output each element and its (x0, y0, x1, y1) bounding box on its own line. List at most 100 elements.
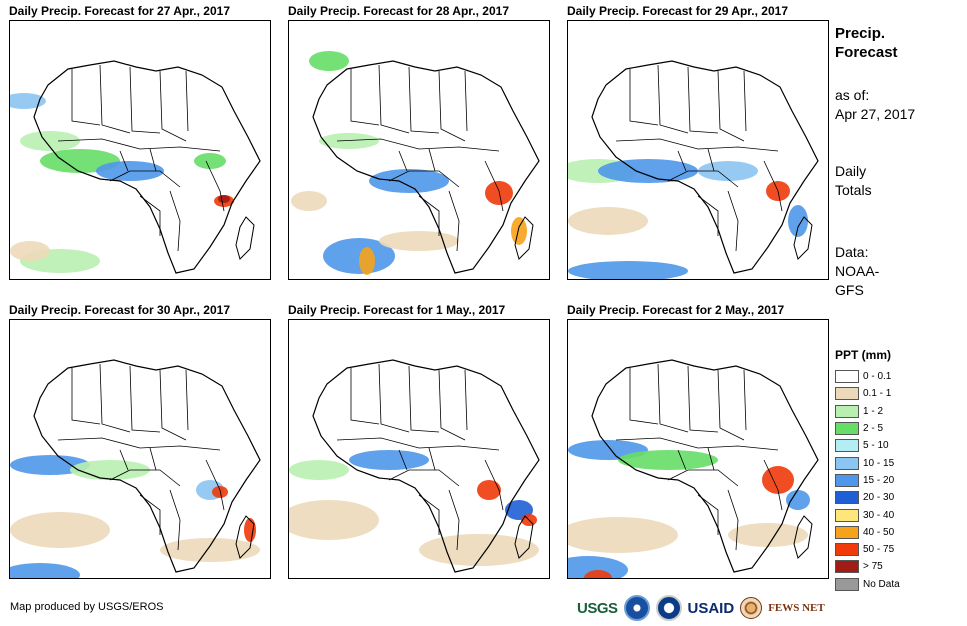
precip-area (369, 169, 449, 193)
legend-swatch (835, 422, 859, 436)
country-border (185, 70, 189, 132)
precip-map-africa (9, 319, 271, 579)
totals-line1: Daily (835, 163, 867, 179)
country-border (687, 66, 719, 134)
madagascar-outline (793, 515, 813, 559)
legend-swatch (835, 491, 859, 505)
country-border (119, 150, 129, 172)
legend-item: 10 - 15 (835, 454, 900, 471)
country-border (727, 190, 739, 252)
precip-legend: PPT (mm) 0 - 0.1 0.1 - 1 1 - 2 2 - 5 5 - 10 1… (835, 348, 900, 593)
madagascar-outline (793, 216, 813, 260)
map-panel-2: Daily Precip. Forecast for 28 Apr., 2017 (288, 4, 550, 280)
legend-item: 0.1 - 1 (835, 385, 900, 402)
country-border (159, 369, 187, 441)
country-border (205, 160, 225, 212)
legend-swatch (835, 508, 859, 522)
legend-swatch (835, 473, 859, 487)
legend-label: 5 - 10 (863, 440, 889, 452)
country-border (657, 64, 689, 134)
country-border (697, 494, 719, 535)
precip-area (323, 238, 395, 274)
country-border (717, 70, 745, 142)
as-of-label: as of: (835, 87, 870, 103)
legend-swatch (835, 560, 859, 574)
country-border (448, 489, 460, 551)
legend-item: No Data (835, 576, 900, 593)
precip-area (289, 460, 349, 480)
legend-item: 20 - 30 (835, 489, 900, 506)
legend-item: 30 - 40 (835, 506, 900, 523)
country-border (398, 150, 408, 172)
precip-area (10, 241, 50, 261)
africa-coastline (312, 60, 540, 274)
country-border (743, 369, 747, 431)
country-border (408, 66, 440, 134)
totals-line2: Totals (835, 182, 872, 198)
country-border (717, 369, 745, 441)
precip-area (618, 450, 718, 470)
madagascar-outline (514, 216, 534, 260)
precip-area (160, 538, 260, 562)
country-border (109, 170, 181, 188)
totals-block: Daily Totals (835, 162, 872, 200)
country-border (336, 437, 500, 451)
country-border (677, 150, 687, 172)
country-border (418, 195, 440, 236)
precip-area (568, 261, 688, 279)
country-border (615, 437, 779, 451)
legend-swatch (835, 370, 859, 384)
precip-area (218, 195, 230, 203)
precip-area (568, 207, 648, 235)
legend-label: 40 - 50 (863, 526, 895, 538)
country-border (71, 368, 101, 425)
madagascar-outline (514, 515, 534, 559)
legend-swatch (835, 577, 859, 591)
madagascar-outline (235, 216, 255, 260)
country-border (205, 459, 225, 511)
legend-label: 2 - 5 (863, 423, 884, 435)
legend-label: 10 - 15 (863, 457, 895, 469)
legend-item: 15 - 20 (835, 472, 900, 489)
legend-swatch (835, 543, 859, 557)
country-border (438, 369, 466, 441)
country-border (350, 69, 380, 126)
legend-title: PPT (mm) (835, 348, 892, 362)
precip-area (419, 534, 539, 566)
precip-area (10, 563, 80, 578)
map-panel-1: Daily Precip. Forecast for 27 Apr., 2017 (9, 4, 271, 280)
country-border (336, 138, 500, 152)
sidebar-title-line1: Precip. (835, 25, 886, 42)
country-border (428, 447, 436, 471)
country-border (129, 66, 161, 134)
legend-swatch (835, 387, 859, 401)
precip-area (10, 512, 110, 548)
legend-label: 0.1 - 1 (863, 388, 892, 400)
madagascar-outline (235, 515, 255, 559)
legend-item: 2 - 5 (835, 420, 900, 437)
country-border (169, 489, 181, 551)
country-border (71, 69, 101, 126)
data-source-line2: NOAA- (835, 263, 880, 279)
map-panel-5: Daily Precip. Forecast for 1 May., 2017 (288, 303, 550, 579)
precip-area (568, 556, 628, 578)
country-border (667, 469, 739, 487)
data-source-line3: GFS (835, 282, 864, 298)
country-border (464, 70, 468, 132)
country-border (378, 64, 410, 134)
legend-label: 20 - 30 (863, 492, 895, 504)
africa-coastline (33, 359, 261, 573)
country-border (743, 70, 747, 132)
country-border (464, 369, 468, 431)
country-border (438, 70, 466, 142)
precip-area (359, 247, 375, 275)
country-border (763, 160, 783, 212)
map-panel-4: Daily Precip. Forecast for 30 Apr., 2017 (9, 303, 271, 579)
country-border (408, 365, 440, 433)
nasa-seal-icon (655, 595, 682, 621)
logo-strip: USGS USAID FEWS NET (577, 594, 825, 622)
country-border (667, 170, 739, 188)
country-border (418, 494, 440, 535)
country-border (57, 437, 221, 451)
precip-area (728, 523, 808, 547)
